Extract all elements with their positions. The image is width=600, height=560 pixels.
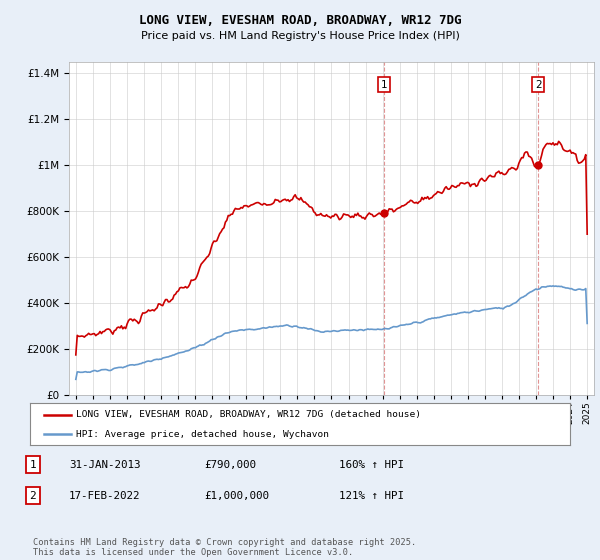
Text: 121% ↑ HPI: 121% ↑ HPI (339, 491, 404, 501)
Text: HPI: Average price, detached house, Wychavon: HPI: Average price, detached house, Wych… (76, 430, 329, 439)
Text: 17-FEB-2022: 17-FEB-2022 (69, 491, 140, 501)
Text: Contains HM Land Registry data © Crown copyright and database right 2025.
This d: Contains HM Land Registry data © Crown c… (33, 538, 416, 557)
Text: 1: 1 (29, 460, 37, 470)
Text: 1: 1 (380, 80, 388, 90)
Text: 2: 2 (29, 491, 37, 501)
Text: £790,000: £790,000 (204, 460, 256, 470)
Text: Price paid vs. HM Land Registry's House Price Index (HPI): Price paid vs. HM Land Registry's House … (140, 31, 460, 41)
Text: 31-JAN-2013: 31-JAN-2013 (69, 460, 140, 470)
Text: LONG VIEW, EVESHAM ROAD, BROADWAY, WR12 7DG: LONG VIEW, EVESHAM ROAD, BROADWAY, WR12 … (139, 14, 461, 27)
Text: 160% ↑ HPI: 160% ↑ HPI (339, 460, 404, 470)
Text: 2: 2 (535, 80, 541, 90)
Text: £1,000,000: £1,000,000 (204, 491, 269, 501)
Text: LONG VIEW, EVESHAM ROAD, BROADWAY, WR12 7DG (detached house): LONG VIEW, EVESHAM ROAD, BROADWAY, WR12 … (76, 410, 421, 419)
